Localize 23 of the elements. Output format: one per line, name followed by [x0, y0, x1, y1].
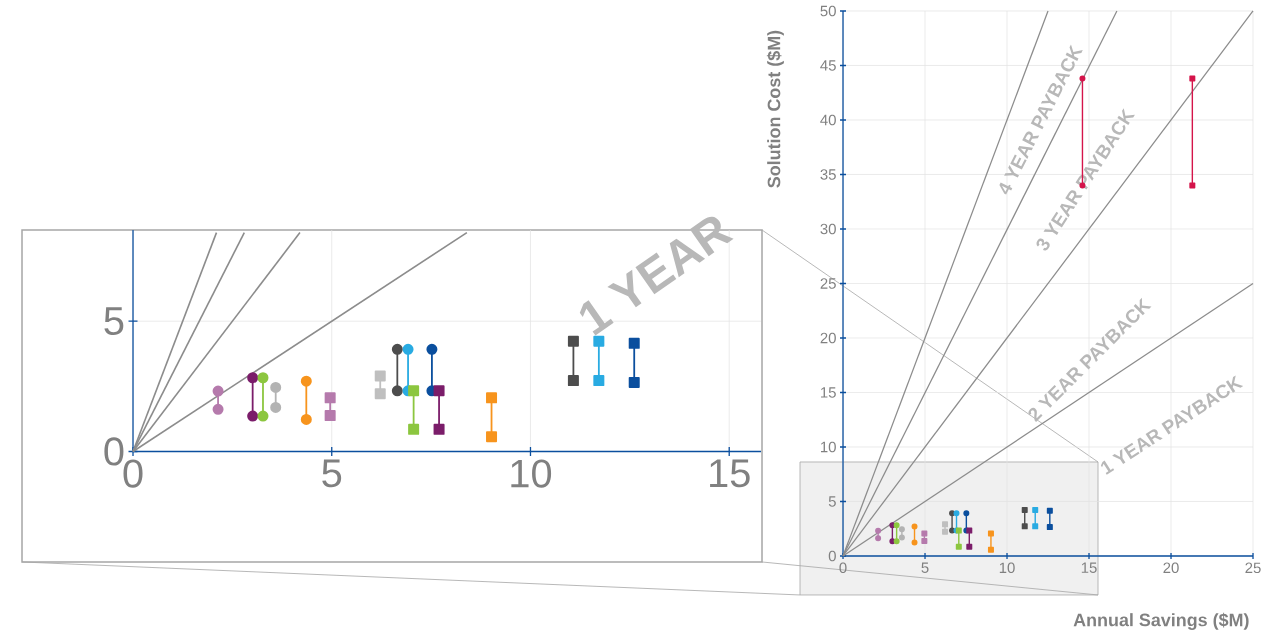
y-axis-title: Solution Cost ($M) [766, 30, 784, 188]
y-tick-label: 5 [828, 496, 836, 507]
x-tick-label: 10 [511, 459, 552, 488]
y-tick-label: 30 [820, 223, 836, 235]
x-tick-label: 20 [1163, 562, 1179, 574]
x-tick-label: 25 [1245, 562, 1261, 574]
y-tick-label: 25 [820, 278, 836, 289]
y-tick-label: 40 [820, 114, 836, 126]
x-tick-label: 0 [839, 562, 847, 574]
y-tick-label: 20 [820, 332, 836, 344]
y-tick-label: 10 [821, 441, 836, 453]
y-tick-label: 0 [828, 550, 836, 562]
x-tick-label: 5 [322, 459, 342, 488]
x-axis-title: Annual Savings ($M) [1073, 612, 1249, 630]
x-tick-label: 5 [921, 562, 929, 573]
x-tick-label: 10 [999, 562, 1015, 574]
x-tick-label: 0 [123, 459, 143, 488]
y-tick-label: 45 [820, 60, 836, 71]
x-tick-label: 15 [710, 459, 750, 488]
x-tick-label: 15 [1081, 562, 1097, 573]
y-tick-label: 15 [821, 387, 836, 398]
y-tick-label: 50 [820, 5, 836, 17]
y-tick-label: 35 [820, 169, 836, 180]
